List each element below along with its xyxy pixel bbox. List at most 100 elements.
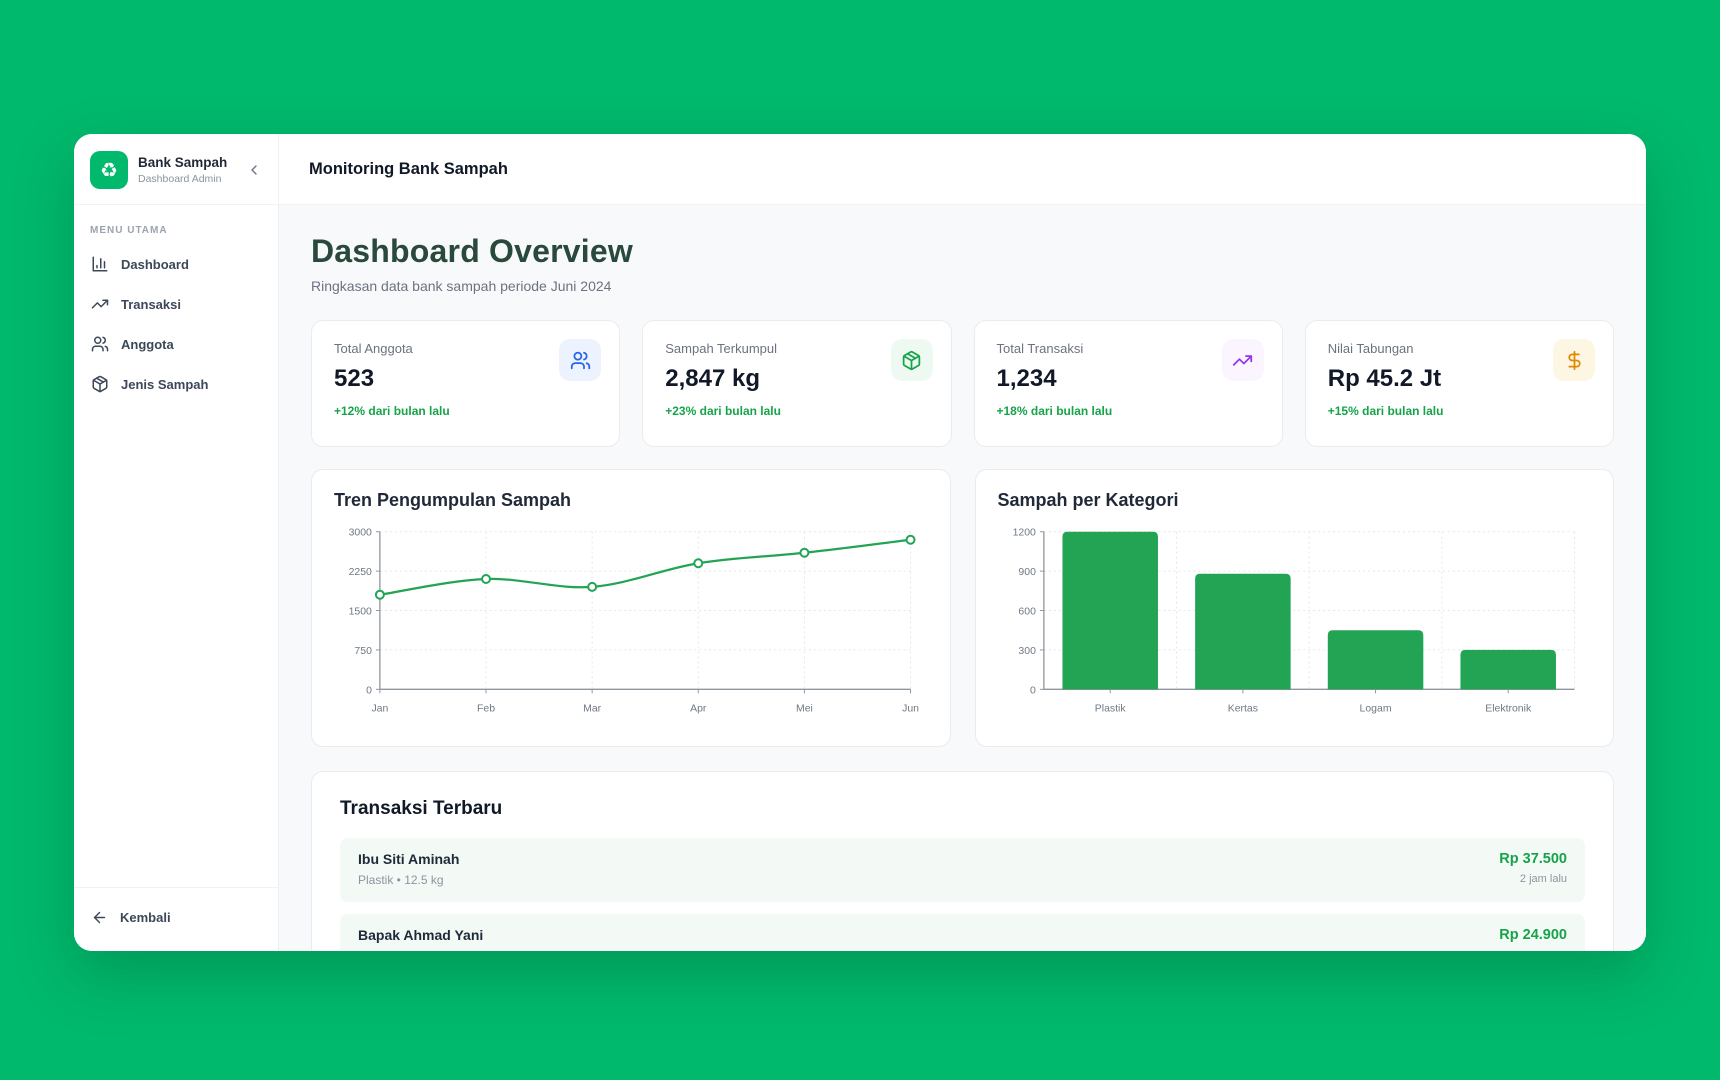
stats-row: Total Anggota 523 +12% dari bulan lalu S… (311, 320, 1614, 447)
data-point (693, 558, 704, 569)
data-point (587, 581, 598, 592)
line-chart-card: Tren Pengumpulan Sampah 0 750 1500 2250 3000… (311, 469, 951, 747)
x-tick-label: Logam (1359, 703, 1391, 714)
y-tick-label: 3000 (349, 528, 372, 539)
sidebar-menu: Dashboard Transaksi Anggota Jenis Sampah (74, 246, 278, 402)
arrow-left-icon (91, 909, 108, 926)
transaction-name: Ibu Siti Aminah (358, 851, 460, 867)
stat-card-total-anggota: Total Anggota 523 +12% dari bulan lalu (311, 320, 621, 447)
bar-chart-icon (91, 255, 109, 273)
app-identity: Bank Sampah Dashboard Admin (138, 155, 227, 186)
stat-label: Sampah Terkumpul (665, 341, 778, 356)
transaction-row[interactable]: Ibu Siti Aminah Plastik • 12.5 kg Rp 37.… (340, 838, 1585, 902)
x-tick-label: Apr (690, 703, 707, 714)
data-point (905, 534, 916, 545)
trending-up-icon (1221, 339, 1264, 381)
transaction-name: Bapak Ahmad Yani (358, 927, 484, 943)
x-tick-label: Elektronik (1485, 703, 1532, 714)
users-icon (91, 335, 109, 353)
sidebar-footer: Kembali (74, 887, 278, 951)
app-subtitle: Dashboard Admin (138, 173, 222, 186)
transaction-row[interactable]: Bapak Ahmad Yani Rp 24.900 (340, 914, 1585, 951)
sidebar-item-label: Anggota (121, 336, 174, 352)
stat-card-nilai-tabungan: Nilai Tabungan Rp 45.2 Jt +15% dari bula… (1304, 320, 1614, 447)
x-tick-label: Mar (583, 703, 602, 714)
bar-chart-title: Sampah per Kategori (997, 490, 1179, 510)
sidebar-item-transaksi[interactable]: Transaksi (82, 286, 270, 322)
y-tick-label: 0 (366, 685, 372, 696)
package-icon (890, 339, 933, 381)
x-tick-label: Feb (477, 703, 495, 714)
data-point (799, 547, 810, 558)
x-tick-label: Kertas (1227, 703, 1257, 714)
line-series (379, 538, 911, 596)
sidebar-item-label: Dashboard (121, 256, 189, 272)
dollar-icon (1553, 339, 1595, 381)
stat-label: Total Anggota (334, 341, 413, 356)
page-subtitle: Ringkasan data bank sampah periode Juni … (311, 278, 612, 294)
x-tick-label: Jan (371, 703, 388, 714)
data-point (481, 574, 492, 584)
y-tick-label: 1200 (1012, 528, 1035, 539)
sidebar-item-label: Jenis Sampah (121, 376, 209, 392)
topbar-title: Monitoring Bank Sampah (309, 159, 508, 178)
data-point (374, 589, 385, 600)
axes (379, 531, 911, 690)
transaction-meta: Rp 24.900 (1499, 927, 1567, 943)
line-chart-title: Tren Pengumpulan Sampah (334, 490, 572, 510)
bar-chart-card: Sampah per Kategori 0 300 600 900 1200 Plasti… (974, 469, 1614, 747)
sidebar-collapse-button[interactable] (244, 160, 264, 180)
line-chart: 0 750 1500 2250 3000 Jan Feb Mar Apr Mei Jun (349, 528, 920, 715)
page-content: Dashboard Overview Ringkasan data bank s… (279, 205, 1646, 951)
stat-delta: +12% dari bulan lalu (334, 404, 450, 418)
y-tick-label: 900 (1018, 567, 1036, 578)
transactions-list: Ibu Siti Aminah Plastik • 12.5 kg Rp 37.… (340, 838, 1585, 951)
sidebar-item-label: Transaksi (121, 296, 181, 312)
page-title: Dashboard Overview (311, 233, 633, 269)
back-button-label: Kembali (120, 910, 171, 925)
y-tick-label: 0 (1030, 685, 1036, 696)
y-tick-label: 600 (1018, 607, 1036, 618)
transaction-info: Bapak Ahmad Yani (358, 927, 483, 943)
y-tick-label: 1500 (349, 607, 372, 618)
stat-value: Rp 45.2 Jt (1327, 365, 1442, 392)
recycle-logo-icon: ♻ (90, 151, 128, 189)
bar (1327, 630, 1423, 690)
y-tick-label: 2250 (349, 567, 372, 578)
stat-value: 523 (334, 365, 375, 392)
users-icon (559, 339, 602, 381)
trending-up-icon (91, 295, 109, 313)
bar (1459, 649, 1556, 690)
stat-label: Total Transaksi (996, 341, 1084, 356)
stat-delta: +15% dari bulan lalu (1327, 404, 1444, 418)
back-button[interactable]: Kembali (82, 900, 180, 935)
app-window: ♻ Bank Sampah Dashboard Admin MENU UTAMA… (74, 134, 1646, 951)
stat-label: Nilai Tabungan (1327, 341, 1414, 356)
x-tick-label: Plastik (1094, 703, 1126, 714)
stat-card-total-transaksi: Total Transaksi 1,234 +18% dari bulan la… (973, 320, 1283, 447)
sidebar: ♻ Bank Sampah Dashboard Admin MENU UTAMA… (74, 134, 279, 951)
sidebar-item-dashboard[interactable]: Dashboard (82, 246, 270, 282)
transaction-meta: Rp 37.500 2 jam lalu (1499, 851, 1567, 885)
package-icon (91, 375, 109, 393)
y-tick-label: 300 (1018, 646, 1036, 657)
transaction-time: 2 jam lalu (1519, 873, 1567, 885)
transactions-card: Transaksi Terbaru Ibu Siti Aminah Plasti… (311, 771, 1614, 951)
transaction-info: Ibu Siti Aminah Plastik • 12.5 kg (358, 851, 459, 887)
y-tick-label: 750 (354, 646, 372, 657)
sidebar-header: ♻ Bank Sampah Dashboard Admin (74, 134, 278, 205)
app-name: Bank Sampah (138, 154, 228, 170)
sidebar-item-anggota[interactable]: Anggota (82, 326, 270, 362)
transaction-amount: Rp 37.500 (1499, 851, 1567, 867)
transactions-title: Transaksi Terbaru (340, 798, 503, 819)
stat-value: 1,234 (996, 365, 1057, 392)
x-tick-label: Jun (902, 703, 919, 714)
stat-delta: +18% dari bulan lalu (996, 404, 1113, 418)
stat-card-sampah-terkumpul: Sampah Terkumpul 2,847 kg +23% dari bula… (642, 320, 952, 447)
charts-row: Tren Pengumpulan Sampah 0 750 1500 2250 3000… (311, 469, 1614, 747)
bar-chart: 0 300 600 900 1200 Plastik Kertas Logam Elektron… (1012, 528, 1575, 714)
main-area: Monitoring Bank Sampah Dashboard Overvie… (279, 134, 1646, 951)
transaction-detail: Plastik • 12.5 kg (358, 873, 444, 887)
transaction-amount: Rp 24.900 (1499, 927, 1567, 943)
sidebar-item-jenis-sampah[interactable]: Jenis Sampah (82, 366, 270, 402)
